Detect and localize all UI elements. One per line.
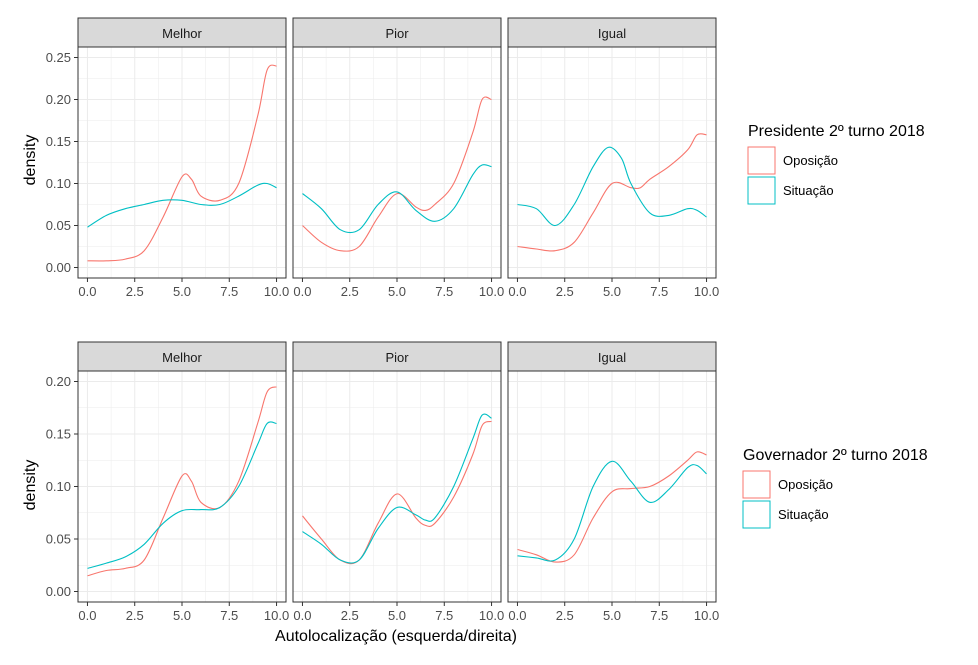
density-line-oposicao xyxy=(517,133,707,252)
y-tick-label: 0.20 xyxy=(46,374,71,389)
x-tick-label: 5.0 xyxy=(173,608,191,623)
y-axis-title-bottom: density xyxy=(22,460,39,511)
y-tick-label: 0.10 xyxy=(46,479,71,494)
legend: Governador 2º turno 2018 Oposição Situação xyxy=(742,447,928,529)
density-line-situacao xyxy=(302,413,492,564)
legend-label: Situação xyxy=(778,507,829,522)
density-line-situacao xyxy=(302,164,492,234)
legend-label: Oposição xyxy=(783,153,838,168)
facet-strip-label: Igual xyxy=(598,350,626,365)
x-tick-label: 0.0 xyxy=(78,284,96,299)
y-tick-label: 0.05 xyxy=(46,532,71,547)
facet-strip-label: Igual xyxy=(598,26,626,41)
x-tick-label: 0.0 xyxy=(508,284,526,299)
y-tick-label: 0.10 xyxy=(46,176,71,191)
facet-strip xyxy=(507,17,717,48)
legend-label: Oposição xyxy=(778,477,833,492)
density-line-situacao xyxy=(87,182,277,228)
x-tick-label: 2.5 xyxy=(341,284,359,299)
x-tick-label: 5.0 xyxy=(603,284,621,299)
legend-key-situacao xyxy=(742,500,771,529)
x-tick-label: 2.5 xyxy=(556,608,574,623)
facet-panel: Melhor 0.0 2.5 5.0 7.5 10.0 0.00 0.05 0.10 0.15 0.… xyxy=(46,17,289,299)
x-tick-label: 10.0 xyxy=(479,608,504,623)
y-tick-label: 0.25 xyxy=(46,50,71,65)
facet-panel: Igual 0.0 2.5 5.0 7.5 10.0 xyxy=(507,17,719,299)
legend-key-oposicao xyxy=(742,470,771,499)
legend-title: Governador 2º turno 2018 xyxy=(743,447,928,464)
x-tick-label: 2.5 xyxy=(341,608,359,623)
legend-title: Presidente 2º turno 2018 xyxy=(748,123,925,140)
legend-layer: Presidente 2º turno 2018 Oposição Situação… xyxy=(742,123,928,529)
y-tick-label: 0.20 xyxy=(46,92,71,107)
facet-strip xyxy=(77,17,287,48)
x-tick-label: 2.5 xyxy=(556,284,574,299)
density-line-oposicao xyxy=(517,451,707,563)
x-tick-label: 7.5 xyxy=(650,608,668,623)
y-tick-label: 0.05 xyxy=(46,218,71,233)
facet-strip xyxy=(77,341,287,372)
x-tick-label: 0.0 xyxy=(293,608,311,623)
x-tick-label: 7.5 xyxy=(650,284,668,299)
legend-key-oposicao xyxy=(747,146,776,175)
x-tick-label: 0.0 xyxy=(293,284,311,299)
legend: Presidente 2º turno 2018 Oposição Situação xyxy=(747,123,925,205)
facet-panel: Pior 0.0 2.5 5.0 7.5 10.0 xyxy=(292,17,504,299)
facet-panel: Igual 0.0 2.5 5.0 7.5 10.0 xyxy=(507,341,719,623)
facet-strip-label: Melhor xyxy=(162,26,202,41)
x-tick-label: 5.0 xyxy=(603,608,621,623)
facet-panel: Melhor 0.0 2.5 5.0 7.5 10.0 0.00 0.05 0.10 0.15 0.… xyxy=(46,341,289,623)
y-tick-label: 0.00 xyxy=(46,260,71,275)
facet-strip xyxy=(507,341,717,372)
x-tick-label: 0.0 xyxy=(508,608,526,623)
facet-strip-label: Pior xyxy=(385,26,409,41)
facet-strip xyxy=(292,341,502,372)
density-line-oposicao xyxy=(87,386,277,577)
y-axis-title-top: density xyxy=(22,135,39,186)
density-line-oposicao xyxy=(302,96,492,252)
x-tick-label: 7.5 xyxy=(435,284,453,299)
y-tick-label: 0.15 xyxy=(46,427,71,442)
legend-label: Situação xyxy=(783,183,834,198)
y-tick-label: 0.15 xyxy=(46,134,71,149)
y-tick-label: 0.00 xyxy=(46,584,71,599)
density-line-oposicao xyxy=(87,64,277,262)
x-tick-label: 10.0 xyxy=(694,608,719,623)
x-tick-label: 10.0 xyxy=(264,608,289,623)
plot-layer: Melhor 0.0 2.5 5.0 7.5 10.0 0.00 0.05 0.10 0.15 0.… xyxy=(46,17,719,623)
x-tick-label: 0.0 xyxy=(78,608,96,623)
x-tick-label: 7.5 xyxy=(220,284,238,299)
x-tick-label: 5.0 xyxy=(388,608,406,623)
x-tick-label: 7.5 xyxy=(435,608,453,623)
x-tick-label: 7.5 xyxy=(220,608,238,623)
x-tick-label: 10.0 xyxy=(264,284,289,299)
x-axis-title: Autolocalização (esquerda/direita) xyxy=(275,628,517,645)
x-tick-label: 2.5 xyxy=(126,284,144,299)
density-line-situacao xyxy=(87,421,277,569)
facet-panel: Pior 0.0 2.5 5.0 7.5 10.0 xyxy=(292,341,504,623)
x-tick-label: 10.0 xyxy=(479,284,504,299)
legend-key-situacao xyxy=(747,176,776,205)
facet-strip-label: Melhor xyxy=(162,350,202,365)
x-tick-label: 5.0 xyxy=(173,284,191,299)
x-tick-label: 10.0 xyxy=(694,284,719,299)
facet-strip-label: Pior xyxy=(385,350,409,365)
density-line-situacao xyxy=(517,460,707,562)
x-tick-label: 2.5 xyxy=(126,608,144,623)
x-tick-label: 5.0 xyxy=(388,284,406,299)
density-line-situacao xyxy=(517,146,707,227)
